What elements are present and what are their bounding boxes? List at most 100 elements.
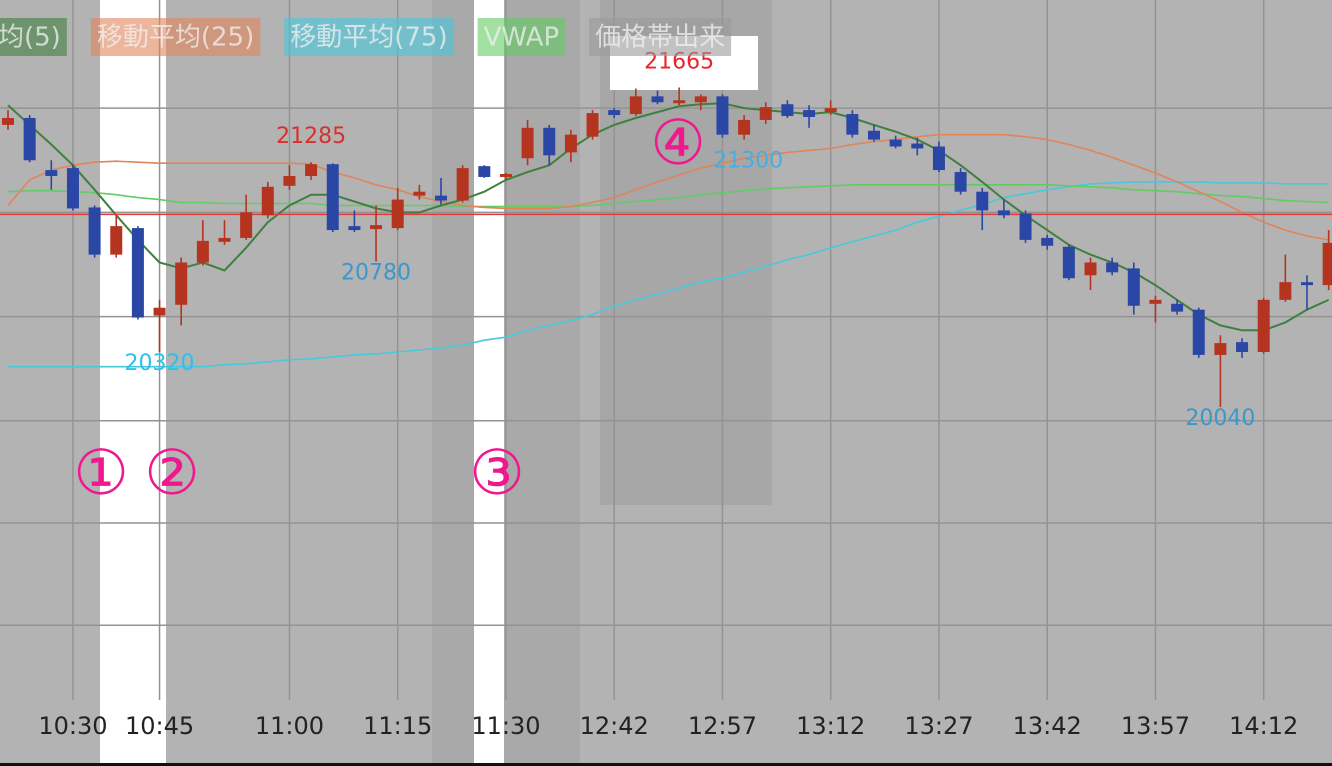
candle-body [283,175,296,186]
candle-body [1062,246,1075,279]
ma-line [7,184,1329,208]
annotation: ③ [469,436,525,509]
candle-body [88,207,101,255]
candle-body [131,228,144,318]
candle-body [1149,299,1162,304]
x-tick-label: 10:30 [38,712,107,740]
candle-body [1171,303,1184,312]
candle-body [629,96,642,115]
ma-line [7,102,1330,332]
candle-body [889,139,902,147]
candle-body [954,172,967,192]
candle-body [66,168,79,209]
price-label: 20320 [125,351,195,376]
highlight-column [474,0,504,763]
candle-body [932,146,945,171]
candle-body [1041,237,1054,246]
candle-body [673,100,686,104]
candle-body [348,226,361,231]
annotation: ② [144,436,200,509]
legend-label: VWAP [484,23,560,53]
candle-body [1019,213,1032,240]
candle-body [1322,242,1332,286]
x-tick-label: 11:00 [255,712,324,740]
x-tick-label: 10:45 [125,712,194,740]
candle-body [1214,343,1227,355]
candle-body [240,212,253,238]
x-tick-label: 14:12 [1229,712,1298,740]
legend-label: 価格帯出来 [595,23,725,53]
candle-body [196,240,209,263]
candle-body [781,104,794,117]
candle-body [153,307,166,316]
legend-box [90,18,261,56]
price-label: 21285 [276,124,346,149]
grid: 10:30 10:45 11:00 11:15 11:30 12:42 12:57 13:12… [0,0,1332,740]
candle-body [456,168,469,201]
price-label: 20780 [341,261,411,286]
annotation: ① [73,436,129,509]
legend-label: 移動平均(25) [97,23,254,53]
x-tick-label: 11:30 [471,712,540,740]
candle-body [586,113,599,137]
legend-box [284,18,454,56]
candle-body [997,210,1010,216]
candle-body [45,170,58,176]
candle-body [1106,262,1119,273]
candle-body [911,143,924,149]
candle-body [391,199,404,229]
legend-label: 移動平均(75) [290,23,447,53]
candle-body [1257,299,1270,352]
legend-box [477,18,566,56]
candle-body [218,237,231,242]
candle-body [175,262,188,305]
legend: 均(5) 移動平均(25) 移動平均(75) VWAP 価格帯出来 [0,18,732,56]
ma-line [8,181,1329,368]
candle-body [521,127,534,159]
x-tick-label: 12:42 [580,712,649,740]
candle-body [738,119,751,135]
candle-body [976,191,989,211]
candle-body [110,226,123,255]
candle-body [499,174,512,177]
candle-body [759,107,772,120]
candle-body [2,117,14,125]
candle-body [1279,282,1292,300]
x-tick-label: 13:57 [1121,712,1190,740]
candle-body [478,166,491,177]
highlight-column [100,0,166,763]
x-tick-label: 11:15 [363,712,432,740]
candle-body [868,130,880,140]
legend-box [589,18,732,56]
candle-body [824,108,837,113]
candle-body [413,191,426,196]
candle-body [1192,309,1205,355]
candle-body [23,117,36,161]
ma-line [7,133,1329,241]
candle-body [543,127,556,156]
candle-body [651,96,664,103]
candle-body [1084,262,1097,276]
candle-body [1127,268,1140,306]
x-tick-label: 13:12 [796,712,865,740]
candle-body [261,186,274,216]
candle-body [370,225,383,230]
candle-body [846,114,859,135]
candle-body [564,134,577,153]
candle-body [305,164,318,176]
candle-body [435,195,447,201]
candle-body [694,96,707,103]
candle-body [803,110,816,117]
candle-body [716,96,729,135]
candle-body [326,164,339,231]
legend-box [0,18,67,56]
candle-body [608,110,621,116]
x-tick-label: 12:57 [688,712,757,740]
candle-body [1301,282,1313,286]
price-label: 21300 [713,148,783,173]
legend-label: 均(5) [0,23,61,53]
candle-body [1236,342,1249,352]
price-label: 20040 [1185,406,1255,431]
